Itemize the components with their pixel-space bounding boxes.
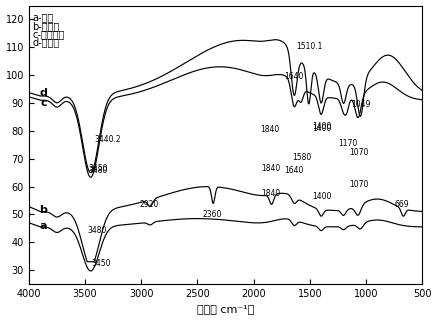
Text: 1510.1: 1510.1 (297, 42, 323, 51)
Text: 1840: 1840 (260, 125, 280, 134)
Text: 3450: 3450 (89, 164, 108, 173)
Text: 1070: 1070 (349, 148, 368, 156)
Text: 1640: 1640 (284, 72, 303, 81)
Text: c: c (40, 98, 47, 108)
Text: 3480: 3480 (88, 226, 107, 235)
Text: 1840: 1840 (261, 189, 280, 198)
Text: a: a (40, 220, 47, 230)
X-axis label: 波数（ cm⁻¹）: 波数（ cm⁻¹） (197, 304, 254, 315)
Text: 1400: 1400 (312, 123, 331, 132)
Text: 3480: 3480 (89, 166, 108, 175)
Text: 1049: 1049 (351, 100, 371, 109)
Text: d: d (40, 88, 48, 98)
Text: 2360: 2360 (202, 210, 222, 219)
Text: 1400: 1400 (312, 124, 331, 133)
Text: 1580: 1580 (292, 153, 311, 162)
Text: 3450: 3450 (91, 259, 111, 268)
Text: 1840: 1840 (261, 164, 280, 173)
Text: b: b (40, 205, 48, 215)
Text: d-木质素: d-木质素 (32, 37, 59, 48)
Text: 1070: 1070 (349, 180, 368, 188)
Text: 1400: 1400 (312, 192, 332, 201)
Text: 3440.2: 3440.2 (94, 135, 121, 144)
Text: 1170: 1170 (338, 139, 357, 148)
Text: a-原料: a-原料 (32, 12, 54, 22)
Text: c-半纤维素: c-半纤维素 (32, 29, 65, 39)
Text: 1640: 1640 (284, 166, 303, 175)
Text: b-纤维素: b-纤维素 (32, 21, 60, 31)
Text: 2920: 2920 (139, 200, 159, 210)
Text: 669: 669 (395, 200, 409, 210)
